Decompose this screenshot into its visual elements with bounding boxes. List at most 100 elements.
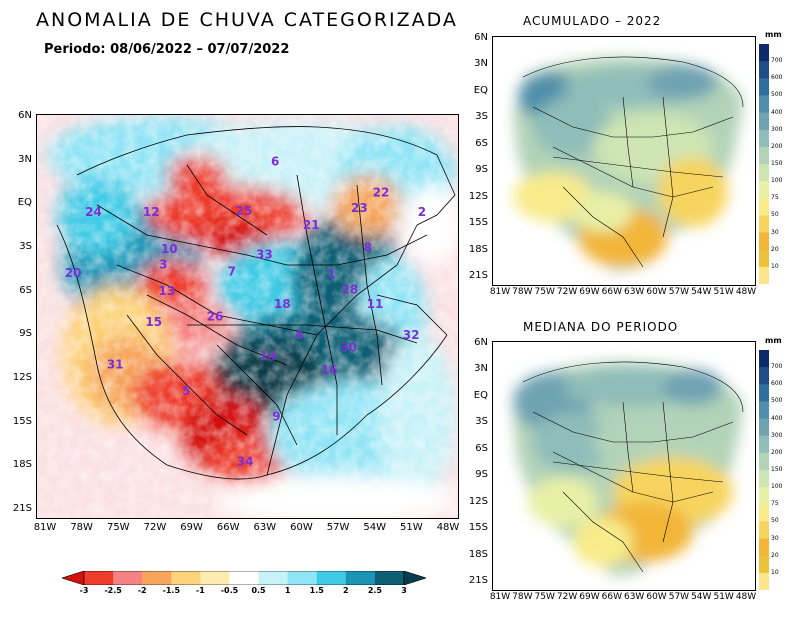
lon-tick: 69W (180, 522, 203, 533)
lon-tick: 63W (253, 522, 277, 533)
lon-tick: 57W (668, 287, 690, 297)
lat-tick: 3N (474, 363, 488, 375)
legend-swatch (200, 571, 230, 585)
lon-tick: 69W (579, 287, 600, 297)
colorbar-value: 500 (771, 397, 783, 405)
colorbar-swatch (759, 401, 769, 420)
lon-tick: 60W (290, 522, 313, 533)
lat-tick: 12S (468, 190, 488, 202)
basin-number: 12 (143, 205, 160, 219)
basin-number: 14 (260, 349, 277, 363)
basin-number: 25 (236, 204, 253, 218)
lat-tick: 9S (475, 164, 488, 176)
legend-value: -1 (195, 586, 205, 595)
basin-number: 1 (328, 267, 336, 281)
colorbar-value: 50 (771, 211, 779, 219)
anomaly-legend (61, 570, 427, 586)
lat-tick: 21S (468, 575, 488, 586)
colorbar-swatch (759, 249, 769, 268)
median-map (492, 341, 756, 591)
lat-tick: 3S (475, 416, 488, 428)
colorbar-value: 50 (771, 517, 779, 525)
colorbar-swatch (759, 521, 769, 540)
legend-value: 0.5 (251, 586, 266, 595)
lat-tick: 12S (468, 495, 488, 507)
lon-tick: 66W (601, 592, 622, 602)
legend-swatch (229, 571, 260, 585)
legend-swatch (287, 571, 318, 585)
lon-tick: 48W (735, 592, 757, 602)
colorbar-swatch (759, 44, 769, 62)
colorbar-swatch (759, 572, 769, 591)
colorbar-unit-bottom: mm (765, 336, 782, 345)
lon-tick: 81W (489, 287, 511, 297)
basin-number: 3 (159, 257, 167, 271)
lon-tick: 72W (556, 592, 578, 602)
lon-tick: 78W (512, 592, 533, 602)
boundary-lines (56, 126, 456, 480)
lat-tick: 6S (475, 442, 488, 454)
colorbar-swatch (759, 538, 769, 557)
legend-arrow-left (61, 570, 85, 586)
colorbar-swatch (759, 164, 769, 182)
colorbar-swatch (759, 232, 769, 251)
lat-tick: 6S (19, 284, 32, 296)
legend-value: -2.5 (104, 586, 122, 595)
colorbar-swatch (759, 470, 769, 488)
basin-number: 4 (295, 328, 303, 342)
legend-value: 2.5 (367, 586, 382, 595)
colorbar-swatch (759, 95, 769, 114)
colorbar-value: 400 (771, 108, 783, 116)
legend-swatch (316, 571, 347, 585)
basin-number: 30 (340, 341, 357, 355)
basin-number: 6 (271, 155, 279, 169)
lat-tick: 9S (475, 469, 488, 481)
lat-tick: 3S (19, 241, 32, 252)
basin-number: 21 (303, 218, 320, 232)
colorbar-value: 30 (771, 228, 779, 236)
colorbar-median-svg (759, 350, 769, 591)
legend-value: 1.5 (309, 586, 324, 595)
lon-tick: 72W (143, 522, 167, 533)
legend-value: -3 (79, 586, 89, 595)
lat-tick: 15S (12, 415, 32, 427)
side-map-title-accumulated: ACUMULADO – 2022 (523, 14, 662, 28)
colorbar-value: 700 (771, 363, 783, 371)
colorbar-value: 150 (771, 466, 783, 473)
basin-number: 32 (403, 328, 420, 342)
legend-swatch (142, 571, 172, 585)
colorbar-value: 20 (771, 245, 779, 253)
lon-tick: 78W (512, 287, 533, 297)
lon-tick: 60W (646, 592, 667, 602)
basin-number: 9 (272, 410, 280, 424)
lon-tick: 75W (534, 287, 555, 297)
lat-tick: 6N (474, 32, 488, 43)
basin-number: 34 (237, 455, 254, 469)
lat-tick: 18S (468, 548, 488, 560)
basin-number: 26 (207, 310, 224, 324)
colorbar-swatch (759, 555, 769, 574)
colorbar-value: 600 (771, 380, 783, 388)
colorbar-unit-top: mm (765, 30, 782, 39)
lon-tick: 51W (713, 287, 734, 297)
period-label: Periodo: 08/06/2022 – 07/07/2022 (44, 42, 290, 57)
colorbar-value: 75 (771, 500, 779, 508)
lat-tick: 6N (474, 337, 488, 348)
lat-tick: 6S (475, 137, 488, 149)
lat-tick: EQ (473, 389, 488, 401)
basin-number: 13 (159, 284, 176, 298)
lon-tick: 51W (713, 592, 734, 602)
colorbar-value: 600 (771, 74, 783, 82)
colorbar-value: 150 (771, 160, 783, 167)
legend-value: 2 (343, 586, 349, 595)
colorbar-swatch (759, 198, 769, 216)
colorbar-value: 700 (771, 57, 783, 65)
legend-value: -2 (137, 586, 147, 595)
lon-tick: 54W (363, 522, 387, 533)
lon-tick: 57W (326, 522, 350, 533)
basin-number: 28 (341, 283, 358, 297)
lat-tick: 15S (468, 217, 488, 229)
legend-swatch (345, 571, 376, 585)
colorbar-value: 500 (771, 91, 783, 99)
